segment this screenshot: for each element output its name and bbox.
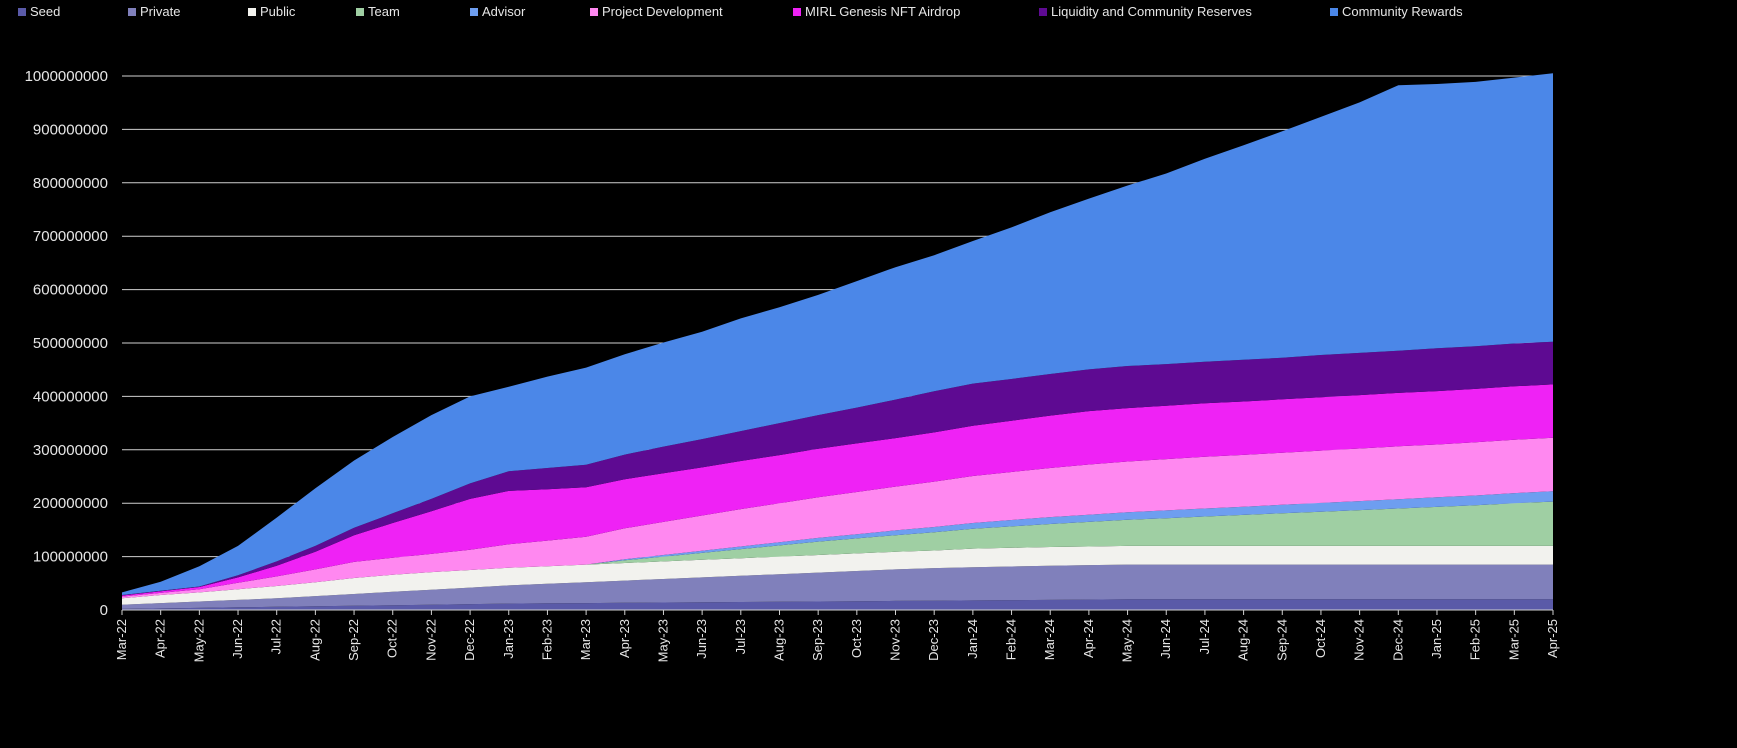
x-tick-label: Nov-22 [423,619,438,661]
x-tick-label: Jan-23 [501,619,516,659]
y-tick-label: 1000000000 [25,68,108,85]
legend-swatch [18,7,26,16]
legend-label: Seed [30,4,61,19]
area-series-liquidity-and-community-reserves [122,341,1553,596]
area-series-community-rewards [122,73,1553,596]
x-tick-label: Aug-23 [771,619,786,661]
legend-label: Private [140,4,181,19]
x-tick-label: Dec-22 [462,619,477,661]
x-tick-label: Apr-25 [1545,619,1560,658]
x-tick-label: Jul-22 [269,619,284,654]
x-tick-label: May-24 [1120,619,1135,662]
x-tick-label: Mar-23 [578,619,593,660]
y-axis: 0 100000000 200000000 300000000 400000000 500… [25,68,108,619]
area-series-advisor [122,491,1553,599]
x-tick-label: Feb-24 [1004,619,1019,660]
legend-label: Project Development [602,4,723,19]
x-tick-label: Apr-22 [153,619,168,658]
y-tick-label: 400000000 [33,388,108,405]
x-tick-label: Sep-24 [1274,619,1289,661]
x-tick-label: Sep-23 [810,619,825,661]
x-tick-label: May-23 [655,619,670,662]
y-tick-label: 600000000 [33,282,108,299]
legend-label: Team [368,4,400,19]
x-tick-label: Apr-24 [1081,619,1096,658]
legend-item: Seed [18,4,60,19]
x-tick-label: Jun-24 [1158,619,1173,659]
area-series [122,73,1553,610]
area-series-team [122,501,1553,599]
legend-label: Public [260,4,296,19]
x-tick-label: Jul-23 [733,619,748,654]
x-tick-label: May-22 [191,619,206,662]
x-tick-label: Mar-24 [1042,619,1057,660]
legend-swatch [1330,7,1338,16]
x-tick-label: Jul-24 [1197,619,1212,654]
legend-item: Private [128,4,180,19]
legend-swatch [356,7,364,16]
legend-item: Team [356,4,400,19]
y-tick-label: 200000000 [33,495,108,512]
legend-item: Public [248,4,295,19]
y-tick-label: 100000000 [33,549,108,566]
area-series-project-development [122,437,1553,599]
legend-swatch [248,7,256,16]
y-tick-label: 300000000 [33,442,108,459]
legend-swatch [470,7,478,16]
x-tick-label: Oct-22 [385,619,400,658]
x-tick-label: Oct-23 [849,619,864,658]
legend-label: Liquidity and Community Reserves [1051,4,1252,19]
legend-swatch [128,7,136,16]
x-tick-label: Aug-24 [1236,619,1251,661]
legend-label: Advisor [482,4,526,19]
y-tick-label: 800000000 [33,175,108,192]
y-tick-label: 500000000 [33,335,108,352]
area-series-private [122,564,1553,609]
x-tick-label: Jan-24 [965,619,980,659]
x-tick-label: Aug-22 [307,619,322,661]
x-axis: Mar-22 Apr-22 May-22 Jun-22 Jul-22 Aug-22 Sep-… [114,610,1560,662]
legend-item: MIRL Genesis NFT Airdrop [793,4,960,19]
y-tick-label: 700000000 [33,228,108,245]
x-tick-label: Mar-22 [114,619,129,660]
legend-label: MIRL Genesis NFT Airdrop [805,4,961,19]
x-tick-label: Oct-24 [1313,619,1328,658]
legend-item: Liquidity and Community Reserves [1039,4,1252,19]
x-tick-label: Dec-24 [1390,619,1405,661]
chart-legend: Seed Private Public Team Advisor Project Deve… [0,0,1737,24]
legend-item: Community Rewards [1330,4,1463,19]
x-tick-label: Nov-23 [888,619,903,661]
x-tick-label: Jun-22 [230,619,245,659]
y-tick-label: 900000000 [33,121,108,138]
area-series-seed [122,599,1553,610]
x-tick-label: Feb-25 [1468,619,1483,660]
legend-item: Project Development [590,4,723,19]
x-tick-label: Jun-23 [694,619,709,659]
legend-swatch [793,7,801,16]
legend-swatch [1039,7,1047,16]
legend-label: Community Rewards [1342,4,1463,19]
x-tick-label: Mar-25 [1506,619,1521,660]
x-tick-label: Jan-25 [1429,619,1444,659]
x-tick-label: Sep-22 [346,619,361,661]
x-tick-label: Feb-23 [539,619,554,660]
x-tick-label: Dec-23 [926,619,941,661]
x-tick-label: Apr-23 [617,619,632,658]
area-series-mirl-genesis-nft-airdrop [122,384,1553,597]
area-series-public [122,545,1553,605]
legend-item: Advisor [470,4,525,19]
y-tick-label: 0 [100,602,108,619]
x-tick-label: Nov-24 [1352,619,1367,661]
legend-swatch [590,7,598,16]
